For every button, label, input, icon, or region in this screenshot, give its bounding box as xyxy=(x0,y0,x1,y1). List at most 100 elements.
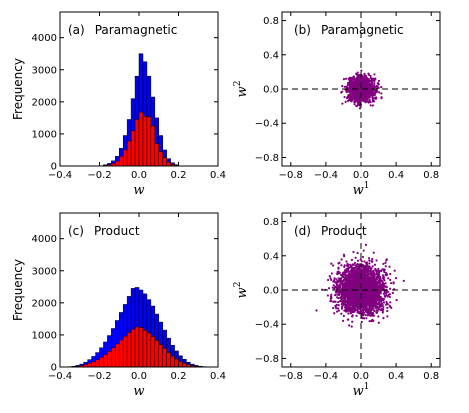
point-d-1344 xyxy=(388,295,391,299)
bar-a-s1-17 xyxy=(166,161,171,166)
point-d-2986 xyxy=(356,279,359,282)
bar-c-s1-24 xyxy=(162,348,167,367)
point-b-1337 xyxy=(362,79,365,82)
point-d-2894 xyxy=(356,283,359,286)
point-d-2813 xyxy=(377,297,380,300)
point-b-888 xyxy=(354,100,357,103)
point-d-2926 xyxy=(328,275,331,278)
y-axis-label-sup-d: 2 xyxy=(233,282,243,288)
point-d-2905 xyxy=(355,276,358,279)
point-d-2871 xyxy=(362,301,366,304)
point-d-2832 xyxy=(368,300,372,303)
y-axis-label-sup-b: 2 xyxy=(233,81,243,87)
point-d-2560 xyxy=(347,312,350,315)
point-d-2568 xyxy=(359,309,362,312)
ytick-label-d-2: 0.0 xyxy=(263,286,279,297)
bar-c-s1-5 xyxy=(87,363,92,367)
point-b-1380 xyxy=(360,88,363,92)
point-d-2938 xyxy=(367,286,370,289)
point-d-2374 xyxy=(369,309,372,312)
point-d-138 xyxy=(356,251,359,255)
panel-title-c: Product xyxy=(94,224,140,238)
ytick-label-b-1: −0.4 xyxy=(255,119,279,130)
plot-area-c xyxy=(67,287,211,367)
ytick-label-c-2: 2000 xyxy=(32,298,57,309)
point-d-2971 xyxy=(368,266,371,269)
bar-a-s1-6 xyxy=(122,149,128,166)
point-d-2631 xyxy=(349,306,352,309)
xtick-label-d-1: −0.4 xyxy=(314,371,338,382)
point-d-2957 xyxy=(352,269,356,272)
point-d-2426 xyxy=(389,301,392,304)
xtick-label-c-0: −0.4 xyxy=(48,371,72,382)
point-d-2916 xyxy=(372,271,375,275)
point-d-2826 xyxy=(362,305,365,308)
point-d-2874 xyxy=(369,305,372,308)
point-b-1145 xyxy=(357,74,360,78)
ytick-label-c-1: 1000 xyxy=(32,330,57,341)
bar-c-s1-22 xyxy=(154,340,160,367)
point-b-619 xyxy=(374,85,377,88)
point-b-1344 xyxy=(355,97,359,100)
point-d-2732 xyxy=(345,291,348,294)
point-d-2935 xyxy=(354,293,357,296)
point-d-2981 xyxy=(375,281,378,284)
point-d-2679 xyxy=(330,278,333,282)
point-d-2460 xyxy=(336,290,339,293)
point-d-2931 xyxy=(348,284,351,288)
point-d-2091 xyxy=(355,314,358,317)
x-axis-label-sup-b: 1 xyxy=(364,181,370,191)
point-d-2910 xyxy=(377,295,381,299)
point-d-1920 xyxy=(361,255,365,259)
point-d-2979 xyxy=(368,297,371,300)
point-d-1785 xyxy=(337,304,340,307)
point-d-2869 xyxy=(369,295,372,299)
point-d-2093 xyxy=(335,296,339,299)
point-b-986 xyxy=(355,73,358,76)
point-b-1141 xyxy=(352,95,355,99)
point-b-1397 xyxy=(363,91,366,95)
point-b-1111 xyxy=(371,93,374,96)
bar-a-s1-13 xyxy=(150,125,156,166)
point-d-1670 xyxy=(335,278,338,281)
ytick-label-b-2: 0.0 xyxy=(263,85,279,96)
point-d-2726 xyxy=(380,287,383,290)
xtick-label-b-0: −0.8 xyxy=(279,170,303,181)
point-b-1362 xyxy=(361,85,364,88)
point-d-974 xyxy=(378,273,381,277)
bar-c-s1-10 xyxy=(107,351,112,367)
point-d-1923 xyxy=(385,285,388,289)
point-d-2933 xyxy=(361,281,364,284)
point-b-863 xyxy=(368,98,371,102)
bar-c-s1-15 xyxy=(126,332,132,367)
point-d-166 xyxy=(359,258,362,261)
point-b-752 xyxy=(360,69,363,72)
point-d-1894 xyxy=(385,300,388,303)
point-d-2873 xyxy=(353,305,356,308)
point-d-2134 xyxy=(392,282,395,285)
panel-label-b: (b) xyxy=(294,23,311,37)
point-d-2833 xyxy=(385,294,388,297)
xtick-label-d-2: 0.0 xyxy=(353,371,369,382)
point-d-684 xyxy=(326,278,330,282)
point-b-1361 xyxy=(370,89,373,93)
point-d-2952 xyxy=(368,288,372,292)
point-d-2896 xyxy=(361,286,364,289)
point-d-2991 xyxy=(356,305,359,309)
point-d-2823 xyxy=(362,271,365,275)
point-d-2975 xyxy=(364,302,368,306)
point-b-1364 xyxy=(354,83,358,86)
point-b-110 xyxy=(373,82,376,85)
panel-annotation-b: (b) Paramagnetic xyxy=(294,23,404,37)
point-d-2086 xyxy=(374,269,377,272)
point-d-576 xyxy=(352,250,355,254)
ytick-label-d-3: 0.4 xyxy=(263,251,279,262)
point-d-838 xyxy=(335,310,339,313)
point-d-1202 xyxy=(354,256,357,259)
bar-a-s1-8 xyxy=(130,130,136,166)
point-d-2279 xyxy=(339,286,342,289)
point-b-1396 xyxy=(357,89,361,92)
point-d-23 xyxy=(377,315,380,318)
